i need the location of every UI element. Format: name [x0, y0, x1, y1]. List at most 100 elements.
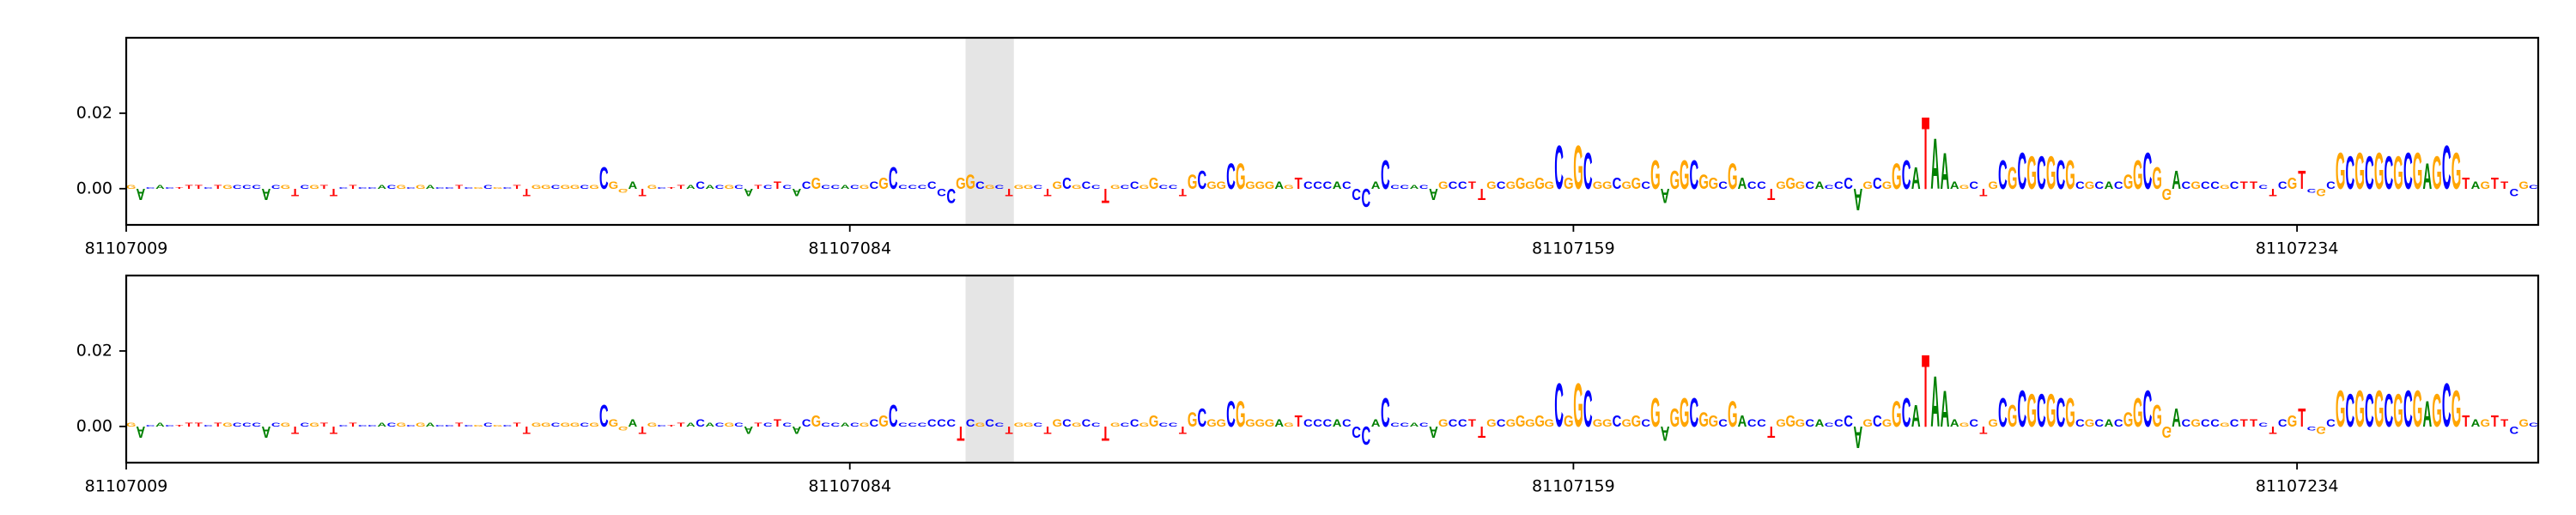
logo-letter: T	[2491, 174, 2499, 192]
logo-letter: G	[811, 174, 822, 192]
logo-letter: G	[2393, 148, 2403, 199]
logo-letter: C	[908, 185, 917, 190]
logo-letter: A	[137, 185, 146, 203]
logo-letter: C	[1458, 417, 1467, 428]
logo-letter: C	[2037, 148, 2046, 199]
logo-letter: G	[1506, 417, 1516, 428]
logo-letter: C	[1352, 185, 1361, 203]
logo-letter: C	[599, 398, 609, 433]
logo-letter: T	[667, 424, 676, 427]
logo-letter: T	[349, 422, 357, 427]
logo-letter: G	[1862, 179, 1873, 191]
logo-letter: G	[1024, 185, 1034, 190]
logo-letter: C	[2403, 380, 2413, 438]
logo-letter: G	[309, 185, 319, 190]
logo-letter: A	[2172, 166, 2181, 195]
logo-letter: G	[1959, 422, 1970, 427]
logo-letter: G	[1545, 417, 1555, 428]
logo-letter: C	[1497, 179, 1506, 191]
logo-letter: A	[2422, 155, 2432, 197]
logo-letter: T	[2462, 174, 2470, 192]
logo-letter: T	[667, 186, 676, 189]
logo-letter: A	[629, 179, 638, 191]
logo-letter: G	[609, 417, 619, 428]
logo-letter: G	[1564, 174, 1574, 192]
logo-letter: A	[1661, 184, 1670, 207]
logo-letter: G	[1795, 179, 1806, 191]
logo-letter: A	[1941, 380, 1950, 438]
logo-letter: G	[1776, 417, 1786, 428]
logo-letter: G	[1785, 412, 1795, 430]
logo-letter: G	[2123, 171, 2134, 194]
logo-letter: C	[1303, 179, 1313, 191]
logo-letter: G	[1988, 417, 1998, 428]
logo-letter: C	[2278, 417, 2287, 428]
axes-frame	[125, 36, 2540, 227]
logo-letter: C	[2018, 380, 2027, 438]
logo-letter: A	[1930, 123, 1940, 204]
logo-letter: G	[647, 185, 658, 190]
logo-letter: C	[2094, 179, 2104, 191]
logo-letter: G	[2123, 409, 2134, 432]
x-tick-label: 81107159	[1532, 239, 1615, 258]
logo-letter: C	[908, 422, 917, 427]
logo-letter: G	[1139, 422, 1150, 427]
logo-letter: C	[465, 186, 474, 189]
logo-letter: C	[1381, 152, 1390, 198]
logo-letter: G	[2432, 385, 2442, 437]
logo-letter: G	[570, 185, 580, 190]
logo-letter: C	[918, 422, 927, 427]
logo-letter: G	[2046, 148, 2057, 199]
logo-letter: C	[387, 422, 397, 427]
logo-letter: C	[1844, 412, 1853, 430]
logo-letter: C	[551, 422, 561, 427]
logo-letter: G	[2085, 417, 2095, 428]
logo-letter: C	[368, 424, 377, 427]
logo-letter: G	[618, 425, 629, 430]
logo-letter: C	[898, 422, 908, 427]
logo-letter: A	[2105, 179, 2114, 191]
logo-letter: C	[715, 185, 725, 190]
logo-letter: T	[1044, 424, 1053, 435]
logo-letter: T	[1295, 412, 1303, 430]
logo-letter: A	[2471, 179, 2481, 191]
logo-letter: G	[811, 412, 822, 430]
logo-letter: G	[1698, 409, 1709, 432]
logo-letter: G	[2518, 179, 2529, 191]
logo-letter: C	[1313, 417, 1322, 428]
logo-letter: A	[2105, 417, 2114, 428]
logo-letter: T	[320, 185, 328, 190]
logo-letter: C	[435, 424, 445, 427]
logo-letter: G	[281, 422, 291, 427]
logo-letter: G	[1698, 171, 1709, 194]
logo-letter: G	[1525, 179, 1535, 191]
logo-letter: C	[2056, 152, 2065, 198]
logo-letter: A	[1950, 417, 1959, 428]
logo-letter: C	[2114, 417, 2123, 428]
logo-letter: A	[1274, 417, 1284, 428]
logo-letter: T	[1102, 421, 1109, 445]
logo-letter: A	[1410, 422, 1419, 427]
logo-letter: G	[2065, 390, 2075, 436]
logo-letter: G	[1988, 179, 1998, 191]
logo-letter: G	[126, 185, 137, 190]
logo-letter: G	[1525, 417, 1535, 428]
logo-letter: C	[2529, 422, 2538, 427]
logo-letter: C	[2403, 142, 2413, 200]
logo-letter: G	[1149, 412, 1159, 430]
logo-letter: A	[1815, 179, 1825, 191]
logo-letter: T	[2298, 403, 2306, 433]
logo-letter: C	[2307, 425, 2317, 430]
logo-letter: C	[1082, 179, 1091, 191]
logo-letter: T	[175, 424, 184, 427]
logo-letter: G	[1139, 185, 1150, 190]
logo-letter: C	[146, 424, 155, 427]
logo-letter: T	[185, 185, 193, 190]
logo-letter: G	[2026, 148, 2037, 199]
logo-letter: C	[1323, 417, 1333, 428]
logo-letter: A	[377, 185, 386, 190]
logo-letter: G	[860, 422, 870, 427]
logo-letter: C	[1873, 412, 1882, 430]
